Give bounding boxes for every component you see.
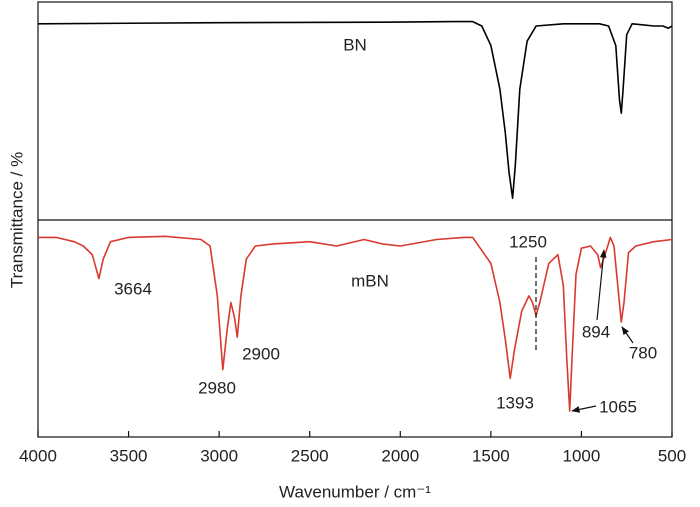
peak-label: 3664 [114,279,152,298]
x-tick-label: 500 [658,446,686,465]
x-tick-label: 2000 [381,446,419,465]
annotation-arrow [596,249,607,321]
peak-label: 2980 [198,378,236,397]
annotation-arrow [571,405,597,413]
x-axis-label: Wavenumber / cm⁻¹ [279,482,431,501]
x-tick-label: 1500 [472,446,510,465]
series-label: mBN [351,271,389,290]
spectrum-line [38,235,673,412]
peak-label: 2900 [242,344,280,363]
x-tick-label: 3500 [110,446,148,465]
peak-label: 1250 [509,232,547,251]
x-tick-label: 4000 [19,446,57,465]
peak-label: 1393 [496,393,534,412]
peak-label: 1065 [599,397,637,416]
y-axis-label: Transmittance / % [7,152,26,288]
x-tick-label: 2500 [291,446,329,465]
peak-label: 780 [629,343,657,362]
peak-label: 894 [582,322,610,341]
series-label: BN [343,35,367,54]
x-tick-label: 3000 [200,446,238,465]
spectrum-line [37,20,673,199]
annotation-arrow [621,326,634,344]
x-tick-label: 1000 [563,446,601,465]
